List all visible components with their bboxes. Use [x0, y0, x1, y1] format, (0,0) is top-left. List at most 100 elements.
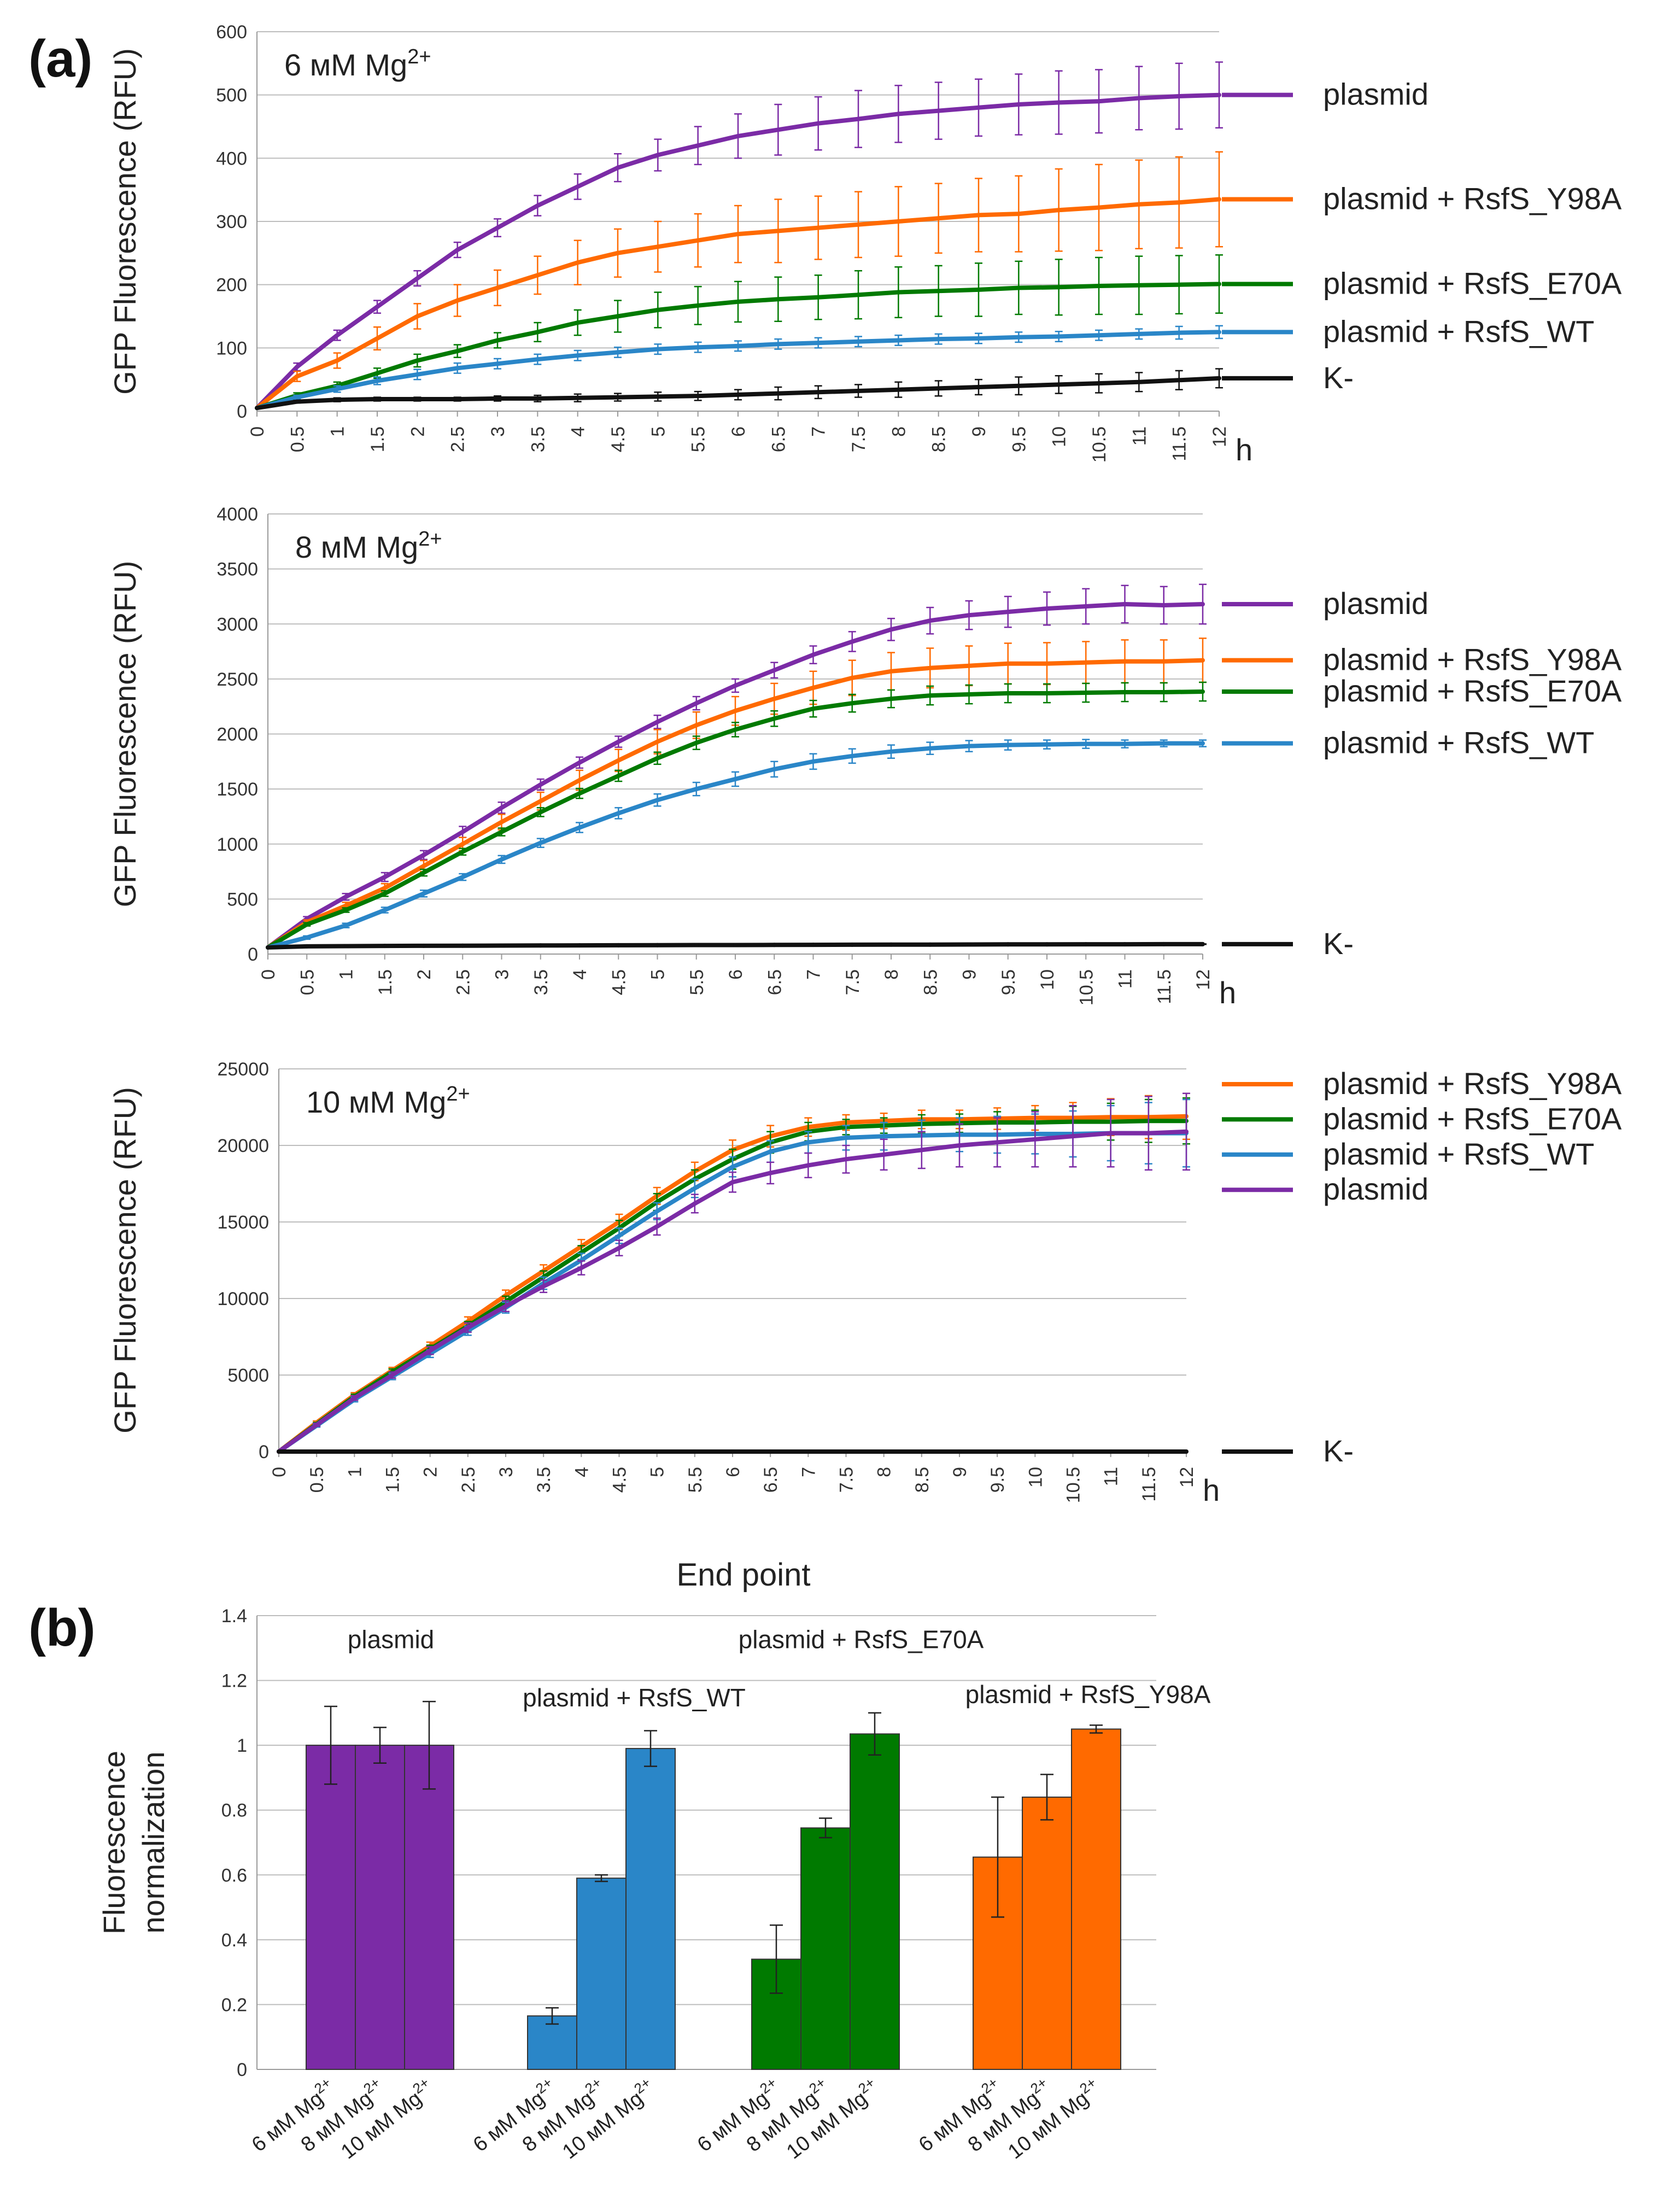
data-point [1176, 378, 1181, 383]
data-point [655, 756, 660, 761]
data-point [772, 716, 777, 721]
x-tick-label: 2.5 [458, 1467, 479, 1493]
data-point [1005, 942, 1010, 947]
x-tick-label: 0.5 [287, 426, 308, 452]
data-point [1056, 100, 1061, 105]
data-point [460, 943, 465, 948]
data-point [1045, 691, 1049, 696]
data-point [390, 1449, 395, 1454]
x-axis-unit: h [1219, 975, 1236, 1010]
data-point [295, 365, 300, 370]
data-point [850, 942, 854, 947]
data-point [535, 203, 540, 208]
data-point [1016, 102, 1021, 107]
legend-entry: plasmid + RsfS_WT [1323, 726, 1594, 760]
x-tick-label: 11.5 [1154, 969, 1175, 1004]
data-point [881, 1449, 886, 1454]
data-point [375, 397, 379, 402]
data-point [655, 307, 660, 312]
x-tick-label: 9.5 [987, 1467, 1008, 1493]
data-point [957, 1449, 962, 1454]
x-tick-label: 6.5 [764, 969, 785, 995]
category-superscript: 2+ [311, 2074, 334, 2097]
x-tick-label: 7.5 [836, 1467, 857, 1493]
data-point [1033, 1137, 1038, 1142]
data-point [616, 739, 621, 744]
y-axis-title: GFP Fluorescence (RFU) [108, 561, 142, 908]
series-WT [255, 325, 1223, 411]
data-point [382, 891, 387, 896]
data-point [1176, 200, 1181, 205]
data-point [617, 1449, 622, 1454]
data-point [343, 908, 348, 913]
data-point [928, 693, 933, 698]
x-tick-label: 8 [881, 969, 902, 980]
data-point [495, 396, 500, 401]
y-tick-label: 0 [248, 944, 258, 965]
y-tick-label: 0.8 [221, 1800, 247, 1821]
x-tick-label: 0 [247, 426, 268, 437]
series-plasmid [255, 61, 1223, 411]
data-point [382, 886, 387, 891]
group-label: plasmid + RsfS_WT [523, 1683, 746, 1712]
y-tick-label: 1 [237, 1735, 247, 1756]
data-point [541, 1449, 546, 1454]
data-point [343, 894, 348, 899]
data-point [1056, 382, 1061, 387]
data-point [995, 1140, 1000, 1145]
x-tick-label: 7 [809, 426, 829, 437]
x-tick-label: 10 [1025, 1467, 1046, 1488]
data-point [1097, 99, 1101, 104]
y-tick-label: 400 [216, 148, 247, 169]
category-superscript: 2+ [1027, 2074, 1050, 2097]
x-tick-label: 2 [414, 969, 435, 980]
data-point [850, 675, 854, 680]
bar-group-WT: 6 мМ Mg2+8 мМ Mg2+10 мМ Mg2+plasmid + Rs… [467, 1683, 746, 2163]
data-point [654, 1224, 659, 1229]
data-point [967, 613, 971, 618]
data-point [575, 320, 580, 325]
bar [1022, 1797, 1072, 2070]
x-tick-label: 2.5 [453, 969, 473, 995]
data-point [499, 805, 504, 810]
data-point [382, 908, 387, 913]
data-point [616, 350, 620, 355]
data-point [816, 390, 821, 395]
data-point [736, 133, 740, 138]
x-tick-label: 10 [1049, 426, 1070, 447]
data-point [1084, 660, 1088, 665]
data-point [1097, 381, 1101, 386]
y-tick-label: 20000 [217, 1136, 269, 1156]
data-point [976, 385, 981, 390]
data-point [455, 349, 460, 354]
data-point [538, 799, 543, 804]
y-tick-label: 4000 [216, 504, 258, 525]
data-point [1217, 376, 1221, 381]
data-point [772, 767, 777, 771]
data-point [617, 1233, 622, 1238]
data-point [776, 391, 781, 396]
x-tick-label: 2.5 [448, 426, 469, 452]
series-Kneg [255, 368, 1223, 411]
y-axis-title: GFP Fluorescence (RFU) [108, 1087, 142, 1434]
x-tick-label: 1 [344, 1467, 365, 1477]
category-superscript: 2+ [409, 2074, 432, 2097]
y-tick-label: 0 [259, 1442, 269, 1463]
data-point [1033, 1449, 1038, 1454]
data-point [375, 378, 379, 383]
data-point [936, 216, 941, 221]
data-point [616, 943, 621, 947]
bar [625, 1748, 676, 2071]
group-label: plasmid + RsfS_Y98A [965, 1680, 1211, 1709]
data-point [736, 299, 740, 304]
data-point [936, 337, 941, 342]
data-point [382, 944, 387, 949]
data-point [415, 358, 420, 363]
x-tick-label: 6.5 [760, 1467, 781, 1493]
data-point [889, 697, 893, 701]
data-point [422, 891, 426, 896]
legend-entry: plasmid + RsfS_WT [1323, 314, 1594, 348]
data-point [1201, 602, 1205, 607]
x-tick-label: 11.5 [1139, 1467, 1160, 1502]
